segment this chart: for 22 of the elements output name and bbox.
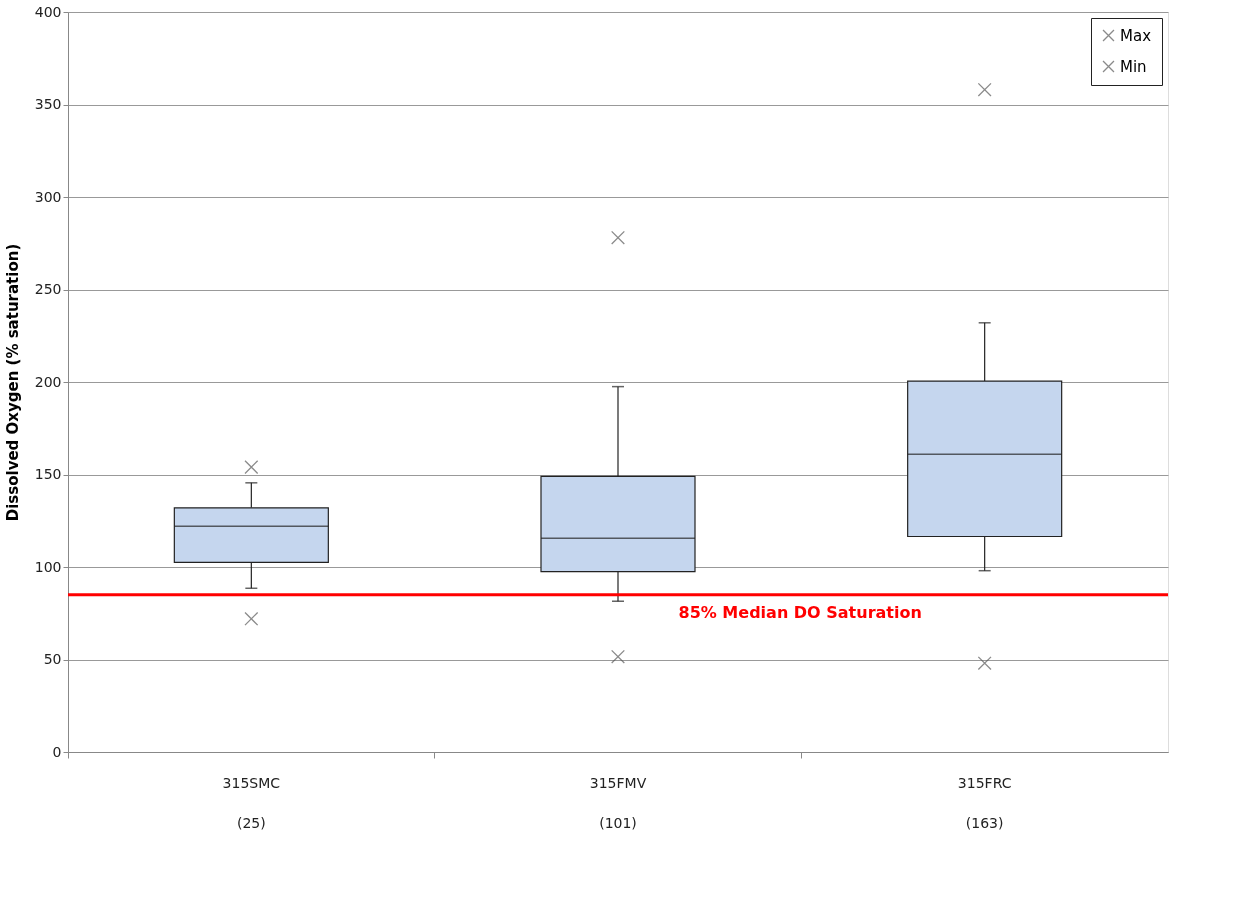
point bbox=[977, 656, 992, 671]
y-tick-label: 50 bbox=[43, 651, 62, 667]
point bbox=[611, 230, 625, 245]
y-tick-label: 100 bbox=[34, 558, 62, 575]
legend-label: Max bbox=[1120, 26, 1152, 45]
point bbox=[244, 460, 259, 475]
y-tick-label: 150 bbox=[34, 466, 62, 482]
category-label: 315SMC (25) bbox=[222, 774, 281, 831]
y-tick-label: 0 bbox=[52, 743, 62, 760]
y-tick-label: 400 bbox=[34, 3, 62, 20]
ref-line-label: 85% Median DO Saturation bbox=[678, 602, 922, 622]
point bbox=[977, 82, 992, 97]
y-tick-label: 300 bbox=[34, 188, 62, 205]
y-tick-label: 250 bbox=[34, 281, 62, 297]
y-axis-title: Dissolved Oxygen (% saturation) bbox=[3, 243, 22, 522]
y-tick-label: 350 bbox=[34, 96, 62, 112]
point bbox=[611, 649, 625, 664]
legend-label: Min bbox=[1120, 57, 1147, 76]
category-label: 315FRC (163) bbox=[957, 774, 1012, 831]
y-tick-label: 200 bbox=[34, 373, 62, 390]
category-label: 315FMV (101) bbox=[589, 774, 647, 831]
point bbox=[244, 611, 259, 626]
